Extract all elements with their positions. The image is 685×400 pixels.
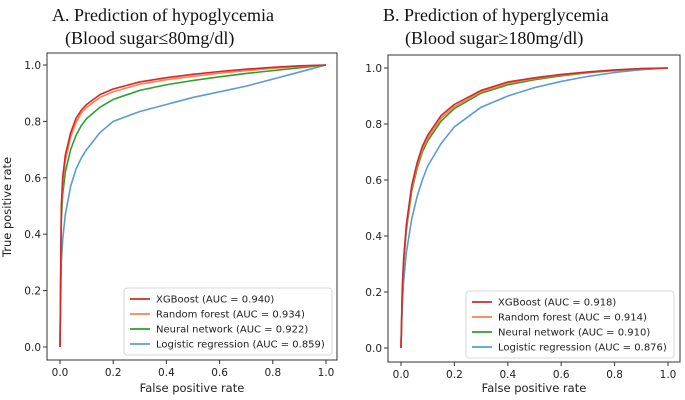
x-tick-label: 0.4: [158, 367, 175, 379]
roc-curve-logistic-regression: [400, 67, 669, 349]
panel-a-x-ticks: 0.0 0.2 0.4 0.6 0.8 1.0: [52, 360, 335, 379]
y-tick-label: 0.8: [24, 116, 41, 128]
legend-label: Random forest (AUC = 0.914): [498, 313, 647, 324]
x-tick-label: 1.0: [660, 369, 677, 381]
panel-a-y-ticks: 0.0 0.2 0.4 0.6 0.8 1.0: [24, 60, 47, 354]
y-tick-label: 0.0: [24, 342, 41, 354]
panel-a-plot: 0.0 0.2 0.4 0.6 0.8 1.0 0.0 0.2 0.4 0.6 0.8 1.0 Fa…: [0, 52, 338, 395]
roc-curve-neural-network: [59, 64, 327, 348]
x-tick-label: 0.8: [606, 369, 623, 381]
x-tick-label: 1.0: [318, 367, 335, 379]
y-tick-label: 0.6: [365, 175, 382, 187]
x-tick-label: 0.0: [52, 367, 69, 379]
y-tick-label: 0.2: [24, 286, 41, 298]
x-tick-label: 0.6: [211, 367, 228, 379]
panel-a-frame: [46, 52, 338, 361]
panel-a-title-line2: (Blood sugar≤80mg/dl): [65, 28, 234, 49]
panel-b-title-line2: (Blood sugar≥180mg/dl): [405, 28, 583, 49]
x-tick-label: 0.6: [553, 369, 570, 381]
panel-b-x-label: False positive rate: [482, 381, 587, 395]
x-tick-label: 0.4: [499, 369, 516, 381]
panel-b-legend: XGBoost (AUC = 0.918) Random forest (AUC …: [465, 290, 675, 359]
y-tick-label: 0.8: [365, 119, 382, 131]
panel-a-series: [59, 64, 327, 348]
panel-a-legend-box: [123, 287, 333, 356]
panel-b-y-ticks: 0.0 0.2 0.4 0.6 0.8 1.0: [365, 63, 388, 355]
y-tick-label: 1.0: [365, 63, 382, 75]
legend-label: Logistic regression (AUC = 0.859): [156, 340, 325, 351]
x-tick-label: 0.8: [264, 367, 281, 379]
y-tick-label: 0.4: [365, 231, 382, 243]
y-tick-label: 0.2: [365, 287, 382, 299]
panel-a-x-label: False positive rate: [140, 381, 245, 395]
y-tick-label: 0.0: [365, 343, 382, 355]
panel-a-y-label: True positive rate: [0, 157, 14, 258]
legend-label: Neural network (AUC = 0.910): [498, 328, 650, 339]
panel-b-title-line1: B. Prediction of hyperglycemia: [383, 5, 609, 25]
legend-label: Logistic regression (AUC = 0.876): [498, 343, 667, 354]
panel-b-legend-box: [465, 290, 675, 359]
x-tick-label: 0.2: [105, 367, 122, 379]
y-tick-label: 1.0: [24, 60, 41, 72]
legend-label: Random forest (AUC = 0.934): [156, 310, 305, 321]
x-tick-label: 0.0: [393, 369, 410, 381]
roc-curve-xgboost: [59, 64, 327, 348]
panel-b-plot: 0.0 0.2 0.4 0.6 0.8 1.0 0.0 0.2 0.4 0.6 0.8 1.0 Fa…: [365, 54, 681, 395]
roc-curve-logistic-regression: [59, 64, 327, 348]
legend-label: XGBoost (AUC = 0.918): [498, 298, 616, 309]
panel-b-series: [400, 67, 669, 349]
y-tick-label: 0.4: [24, 229, 41, 241]
legend-label: XGBoost (AUC = 0.940): [156, 295, 274, 306]
roc-curve-xgboost: [400, 67, 669, 349]
legend-label: Neural network (AUC = 0.922): [156, 325, 308, 336]
panel-a-title-line1: A. Prediction of hypoglycemia: [52, 5, 274, 25]
panel-a-legend: XGBoost (AUC = 0.940) Random forest (AUC …: [123, 287, 333, 356]
panel-b-x-ticks: 0.0 0.2 0.4 0.6 0.8 1.0: [393, 362, 677, 381]
x-tick-label: 0.2: [446, 369, 463, 381]
panel-b-frame: [387, 54, 681, 363]
y-tick-label: 0.6: [24, 173, 41, 185]
